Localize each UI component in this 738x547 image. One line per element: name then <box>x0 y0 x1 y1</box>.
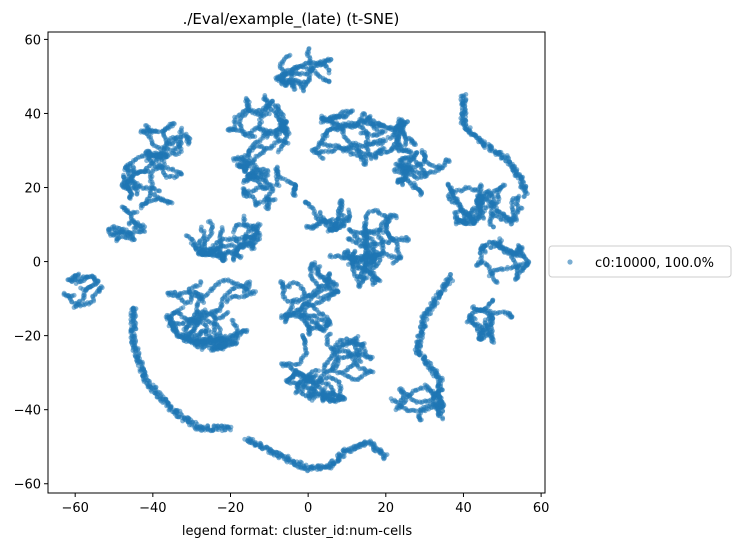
scatter-point <box>193 290 199 295</box>
scatter-point <box>114 229 120 235</box>
scatter-point <box>208 338 214 344</box>
scatter-point <box>219 225 225 230</box>
scatter-point <box>318 120 324 125</box>
scatter-point <box>276 183 282 189</box>
scatter-point <box>144 158 150 164</box>
chart-title: ./Eval/example_(late) (t-SNE) <box>183 10 400 29</box>
scatter-point <box>317 264 323 269</box>
scatter-point <box>134 209 140 215</box>
scatter-point <box>402 142 408 148</box>
scatter-point <box>312 146 318 152</box>
scatter-point <box>134 191 140 197</box>
scatter-point <box>320 156 326 161</box>
scatter-point <box>171 326 176 331</box>
scatter-point <box>328 227 334 233</box>
scatter-point <box>316 140 322 146</box>
scatter-point <box>308 325 313 331</box>
scatter-point <box>287 52 293 58</box>
scatter-points <box>61 46 532 474</box>
scatter-point <box>268 184 274 190</box>
scatter-point <box>267 111 272 117</box>
scatter-point <box>320 115 326 121</box>
scatter-point <box>198 279 204 284</box>
scatter-point <box>320 135 326 141</box>
scatter-point <box>326 70 332 76</box>
scatter-point <box>322 321 327 327</box>
scatter-point <box>491 224 496 230</box>
scatter-point <box>252 234 258 239</box>
scatter-point <box>342 256 347 261</box>
scatter-point <box>268 106 274 112</box>
scatter-point <box>264 185 270 191</box>
scatter-point <box>423 174 428 179</box>
scatter-point <box>275 149 281 155</box>
scatter-point <box>390 260 396 266</box>
scatter-point <box>365 275 370 280</box>
scatter-point <box>224 299 230 305</box>
scatter-point <box>252 134 258 140</box>
scatter-point <box>151 192 157 198</box>
scatter-point <box>306 46 312 51</box>
scatter-point <box>241 213 247 219</box>
scatter-point <box>381 146 387 152</box>
scatter-point <box>400 182 405 188</box>
scatter-point <box>481 216 487 221</box>
scatter-point <box>231 229 236 235</box>
scatter-point <box>181 327 187 332</box>
scatter-point <box>183 131 189 137</box>
scatter-point <box>200 337 205 342</box>
scatter-point <box>202 307 208 313</box>
scatter-point <box>317 209 323 215</box>
scatter-point <box>215 307 221 313</box>
